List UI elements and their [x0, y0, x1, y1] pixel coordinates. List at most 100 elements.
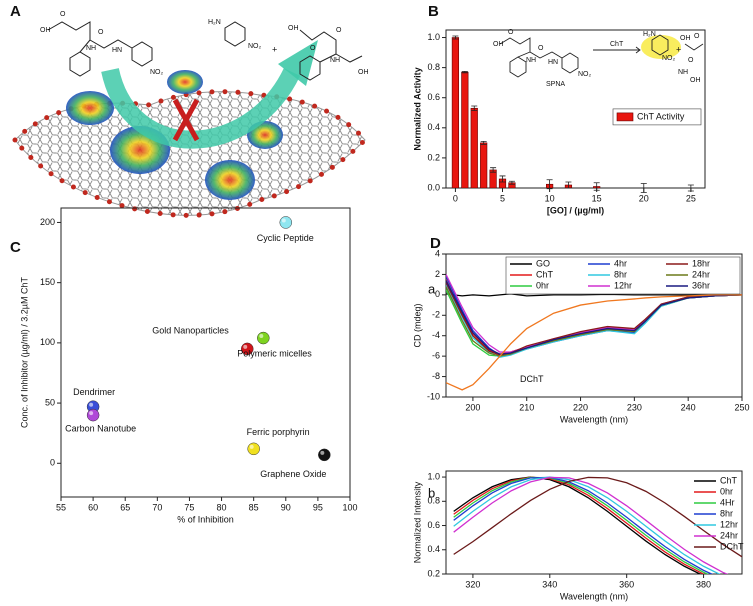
- legend-label: 24hr: [720, 530, 738, 540]
- y-tick-label: 0: [435, 289, 440, 299]
- x-tick-label: 15: [592, 193, 602, 203]
- x-axis-label: Wavelength (nm): [560, 414, 628, 424]
- legend-label: GO: [536, 258, 550, 268]
- y-tick-label: 0.4: [427, 544, 440, 554]
- y-tick-label: -6: [432, 351, 440, 361]
- x-tick-label: 380: [696, 579, 711, 589]
- x-tick-label: 75: [184, 502, 194, 512]
- atom-label: O: [508, 29, 514, 36]
- x-tick-label: 200: [465, 402, 480, 412]
- legend-label: 0hr: [720, 486, 733, 496]
- y-tick-label: 0.2: [427, 152, 440, 162]
- atom-label: OH: [690, 77, 701, 84]
- x-axis-label: [GO] / (µg/ml): [547, 205, 604, 215]
- x-tick-label: 55: [56, 502, 66, 512]
- atom-label: NH: [330, 57, 340, 64]
- block-mark: [172, 98, 200, 142]
- error-bar: [640, 183, 647, 193]
- legend-label: 4hr: [614, 258, 627, 268]
- y-tick-label: 0.8: [427, 496, 440, 506]
- atom-label: NH: [526, 57, 536, 64]
- legend-label: 18hr: [692, 258, 710, 268]
- point-highlight: [249, 444, 254, 449]
- protein: [167, 70, 203, 94]
- y-tick-label: 100: [40, 337, 55, 347]
- legend-label: ChT Activity: [637, 111, 685, 121]
- annotation: DChT: [520, 374, 544, 384]
- point: [318, 448, 331, 462]
- bar: [480, 142, 488, 188]
- atom-label: OH: [358, 69, 369, 76]
- atom-label: HN: [548, 59, 558, 66]
- plot-area: [446, 274, 742, 391]
- x-tick-label: 70: [152, 502, 162, 512]
- panel-label: C: [10, 239, 21, 256]
- series-line: [446, 293, 742, 297]
- x-tick-label: 220: [573, 402, 588, 412]
- y-tick-label: 0: [50, 458, 55, 468]
- point-highlight: [281, 218, 286, 223]
- plot-frame: [60, 207, 351, 498]
- point-label: Cyclic Peptide: [257, 233, 314, 243]
- atom-label: NH: [678, 69, 688, 76]
- series-line: [453, 476, 742, 558]
- scheme-drawing: [499, 34, 704, 78]
- atom-label: NO₂: [248, 43, 262, 50]
- series-line: [453, 476, 702, 574]
- x-tick-label: 10: [545, 193, 555, 203]
- x-tick-label: 25: [686, 193, 696, 203]
- series-line: [453, 476, 710, 574]
- x-tick-label: 0: [453, 193, 458, 203]
- y-tick-label: 150: [40, 277, 55, 287]
- atom-label: OH: [493, 41, 504, 48]
- x-tick-label: 250: [734, 402, 749, 412]
- x-tick-label: 20: [639, 193, 649, 203]
- error-bar: [490, 167, 497, 173]
- series-line: [446, 282, 742, 356]
- y-tick-label: 0.0: [427, 182, 440, 192]
- inset-scheme: OH O NH O HN NO₂ H₂N NO₂ + OH O NH O OH …: [493, 29, 704, 88]
- error-bar: [565, 181, 572, 189]
- point-highlight: [259, 334, 264, 339]
- point-label: Dendrimer: [73, 387, 115, 397]
- y-axis-label: Conc. of Inhibitor (µg/ml) / 3.2µM ChT: [19, 277, 29, 428]
- y-tick-label: -2: [432, 310, 440, 320]
- legend-label: DChT: [720, 541, 744, 551]
- atom-label: O: [60, 11, 66, 18]
- atom-label: H₂N: [643, 31, 656, 38]
- y-tick-label: 2: [435, 269, 440, 279]
- atom-label: OH: [40, 27, 51, 34]
- plot-area: [86, 216, 331, 462]
- legend-frame: [505, 256, 741, 295]
- legend-label: 12hr: [720, 519, 738, 529]
- point-label: Carbon Nanotube: [65, 423, 136, 433]
- legend-label: 36hr: [692, 280, 710, 290]
- atom-labels: OH O NH O HN NO₂ H₂N NO₂ + OH O NH O OH: [40, 11, 369, 76]
- error-bar: [452, 35, 459, 40]
- point-highlight: [243, 344, 248, 349]
- panel-label: B: [428, 3, 439, 20]
- x-axis-label: Wavelength (nm): [560, 591, 628, 601]
- series-line: [453, 476, 729, 574]
- point-highlight: [89, 411, 94, 416]
- atom-label: NH: [86, 45, 96, 52]
- atom-label: O: [310, 45, 316, 52]
- error-bar: [471, 105, 478, 111]
- x-tick-label: 95: [313, 502, 323, 512]
- point-highlight: [89, 402, 94, 407]
- chart: C 55 60 65 70 75 80 85 90 95 100 0 50 100 150 200 % of I…: [10, 207, 358, 524]
- chart: b 320 340 360 380 0.2 0.4 0.6 0.8 1.0 Wavelength (…: [412, 470, 744, 601]
- error-bar: [593, 182, 600, 191]
- error-bar: [546, 179, 553, 190]
- subpanel-label: b: [428, 485, 435, 500]
- x-axis-label: % of Inhibition: [177, 514, 234, 524]
- error-bar: [461, 70, 468, 74]
- reaction-arrow: [101, 67, 301, 149]
- y-tick-label: -4: [432, 330, 440, 340]
- x-tick-label: 340: [542, 579, 557, 589]
- series-line: [453, 476, 705, 574]
- x-tick-label: 90: [281, 502, 291, 512]
- atom-label: O: [98, 29, 104, 36]
- x-tick-label: 320: [465, 579, 480, 589]
